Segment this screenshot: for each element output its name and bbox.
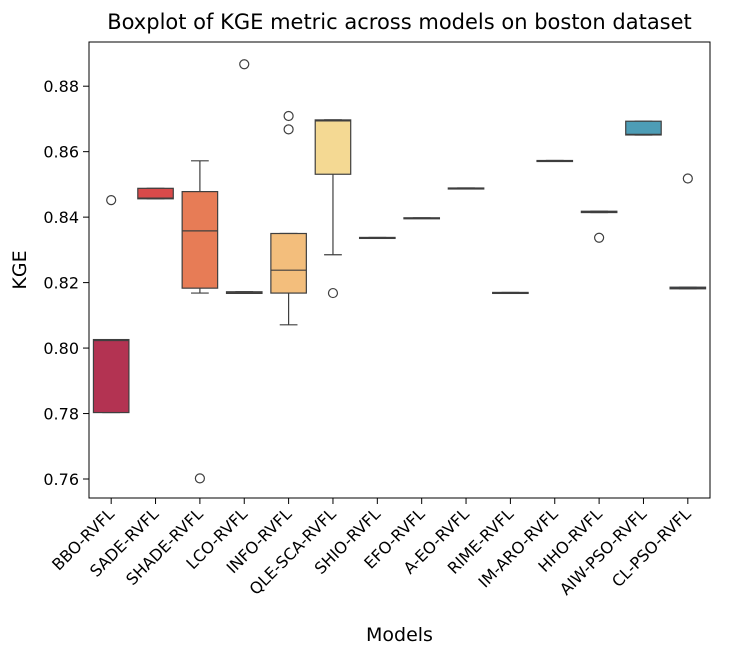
outlier-point (327, 287, 339, 299)
outlier-point (283, 110, 294, 122)
y-tick-label: 0.76 (43, 470, 79, 489)
box-group (536, 159, 574, 163)
box-body (314, 119, 352, 175)
box-body (92, 338, 130, 414)
box-group (137, 187, 174, 200)
box-body (181, 190, 219, 289)
plot-area (88, 41, 711, 499)
box-group (358, 236, 396, 240)
outlier-point (194, 473, 205, 484)
box-body (625, 120, 662, 136)
box-group (225, 59, 263, 295)
box-group (492, 291, 529, 295)
box-group (314, 119, 352, 299)
y-axis-title: KGE (9, 250, 31, 289)
x-axis-title: Models (366, 624, 433, 646)
y-tick-label: 0.88 (43, 77, 79, 96)
box-group (625, 120, 662, 136)
y-tick-label: 0.82 (43, 274, 79, 293)
outlier-point (682, 173, 693, 184)
x-axis: BBO-RVFLSADE-RVFLSHADE-RVFLLCO-RVFLINFO-… (48, 498, 695, 599)
y-tick-label: 0.86 (43, 143, 79, 162)
box-group (181, 160, 219, 484)
outlier-point (239, 59, 250, 70)
box-group (403, 217, 441, 220)
boxes-layer (92, 59, 707, 484)
outlier-point (283, 124, 294, 135)
outlier-point (594, 232, 605, 243)
box-group (92, 195, 130, 414)
y-tick-label: 0.78 (43, 405, 79, 424)
box-group (447, 187, 485, 190)
y-tick-label: 0.80 (43, 339, 79, 358)
box-body (137, 187, 174, 200)
box-body (270, 232, 307, 294)
box-group (270, 110, 307, 326)
box-group (580, 210, 618, 243)
y-axis: 0.76 0.78 0.80 0.82 0.84 0.86 0.88 (43, 77, 89, 489)
chart-title: Boxplot of KGE metric across models on b… (107, 10, 692, 34)
box-group (669, 173, 707, 290)
x-tick-label: CL-PSO-RVFL (608, 504, 695, 591)
y-tick-label: 0.84 (43, 208, 79, 227)
outlier-point (106, 195, 117, 206)
